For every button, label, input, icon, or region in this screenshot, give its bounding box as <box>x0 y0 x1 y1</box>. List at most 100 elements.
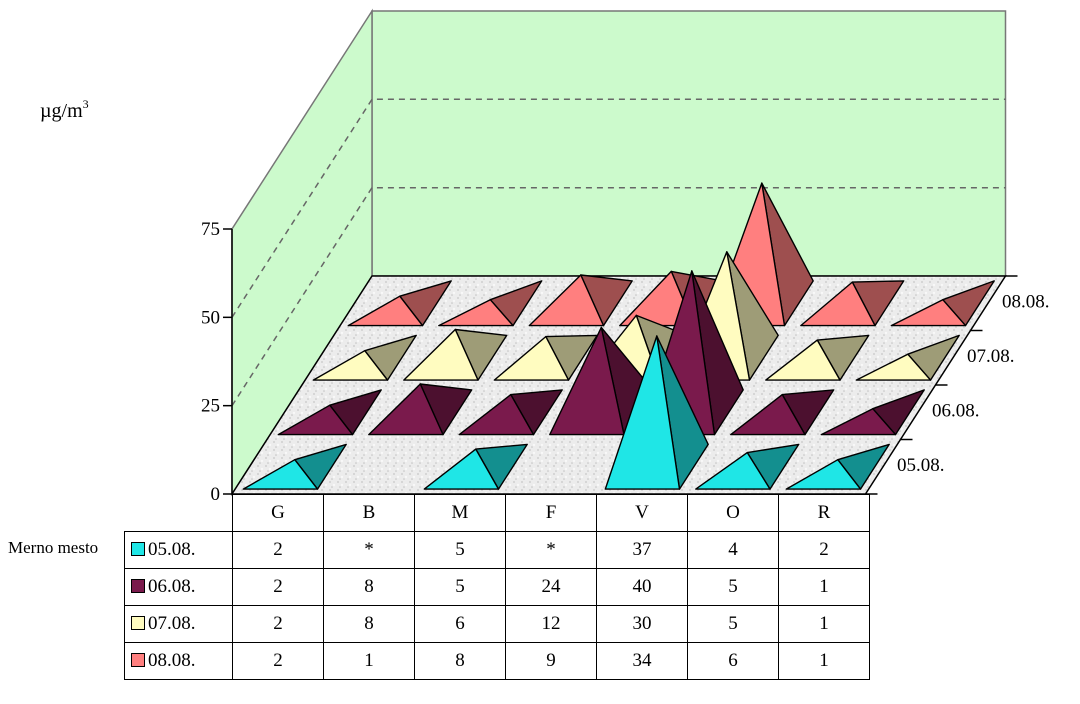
pyramid-05.08.-O <box>695 443 800 490</box>
table-cell: 8 <box>414 642 506 680</box>
table-side-label: Merno mesto <box>8 538 99 557</box>
pyramid-05.08.-M <box>423 443 528 490</box>
table-cell: 12 <box>505 605 597 643</box>
pyramid-front-face <box>312 350 389 381</box>
pyramid-05.08.-R <box>785 443 890 490</box>
depth-axis-labels: 05.08. 06.08. 07.08. 08.08. <box>865 275 1050 495</box>
table-header-cell: M <box>414 494 506 532</box>
table-corner <box>125 495 233 532</box>
pyramid-front-face <box>765 339 841 381</box>
table-cell: 30 <box>596 605 688 643</box>
pyramid-front-face <box>730 393 806 436</box>
pyramid-07.08.-O <box>765 334 870 381</box>
table-cell: 5 <box>414 531 506 569</box>
pyramid-08.08.-B <box>438 280 543 327</box>
table-cell: 5 <box>687 568 779 606</box>
depth-label: 07.08. <box>967 346 1015 367</box>
table-row: 05.08. 2 * 5 * 37 4 2 <box>124 531 870 569</box>
pyramid-front-face <box>277 404 354 436</box>
pyramid-07.08.-G <box>312 334 417 381</box>
table-row: 07.08. 2 8 6 12 30 5 1 <box>124 605 870 643</box>
table-cell: 9 <box>505 642 597 680</box>
pyramid-07.08.-M <box>493 334 598 381</box>
table-cell: 4 <box>687 531 779 569</box>
legend-label: 06.08. <box>148 576 196 597</box>
pyramid-front-face <box>368 383 444 436</box>
pyramid-front-face <box>695 451 771 490</box>
legend-entry: 05.08. <box>124 531 233 569</box>
pyramid-front-face <box>423 448 500 490</box>
table-cell: 6 <box>687 642 779 680</box>
legend-label: 07.08. <box>148 613 196 634</box>
table-cell: 24 <box>505 568 597 606</box>
chart-marks <box>242 182 995 490</box>
legend-label: 08.08. <box>148 650 196 671</box>
pyramid-05.08.-V <box>604 335 709 490</box>
pyramid-08.08.-G <box>347 280 452 327</box>
pyramid-front-face <box>458 393 535 436</box>
y-axis: 0 25 50 75 <box>201 219 233 505</box>
pyramid-front-face <box>403 328 479 381</box>
table-cell: 8 <box>323 568 415 606</box>
pyramid-05.08.-G <box>242 443 347 490</box>
pyramid-front-face <box>890 299 967 327</box>
pyramid-front-face <box>438 299 514 327</box>
table-header-cell: V <box>596 494 688 532</box>
pyramid-front-face <box>800 281 876 327</box>
table-cell: 6 <box>414 605 506 643</box>
table-cell: 1 <box>323 642 415 680</box>
pyramid-06.08.-M <box>458 389 563 436</box>
table-header-cell: R <box>778 494 870 532</box>
table-row: 08.08. 2 1 8 9 34 6 1 <box>124 642 870 680</box>
legend-entry: 08.08. <box>124 642 233 680</box>
y-tick-label: 50 <box>201 307 220 328</box>
y-tick-label: 25 <box>201 396 220 417</box>
y-axis-label: µg/m3 <box>40 97 89 122</box>
pyramid-front-face <box>528 274 605 327</box>
table-cell: 2 <box>232 642 324 680</box>
legend-entry: 07.08. <box>124 605 233 643</box>
pyramid-08.08.-R <box>890 280 995 327</box>
table-cell: 2 <box>232 568 324 606</box>
pyramid-07.08.-B <box>403 328 508 381</box>
depth-label: 05.08. <box>897 455 945 476</box>
pyramid-front-face <box>242 459 319 490</box>
y-tick-label: 0 <box>211 484 221 505</box>
legend-swatch <box>131 579 145 593</box>
pyramid-06.08.-O <box>730 389 835 436</box>
pyramid-front-face <box>785 459 862 490</box>
pyramid-06.08.-B <box>368 383 473 436</box>
depth-label: 08.08. <box>1002 291 1050 312</box>
pyramid-front-face <box>347 295 424 327</box>
pyramid-front-face <box>493 335 570 381</box>
table-cell: 5 <box>414 568 506 606</box>
legend-entry: 06.08. <box>124 568 233 606</box>
table-header-cell: F <box>505 494 597 532</box>
legend-label: 05.08. <box>148 539 196 560</box>
table-header-cell: B <box>323 494 415 532</box>
pyramid-06.08.-G <box>277 389 382 436</box>
back-wall <box>371 10 1007 277</box>
table-row: 06.08. 2 8 5 24 40 5 1 <box>124 568 870 606</box>
pyramid-front-face <box>604 335 681 490</box>
table-header-cell: G <box>232 494 324 532</box>
pyramid-front-face <box>855 353 932 381</box>
table-cell: 1 <box>778 642 870 680</box>
pyramid-front-face <box>549 326 625 436</box>
table-cell: 2 <box>232 605 324 643</box>
pyramid-08.08.-M <box>528 274 633 327</box>
table-cell: 1 <box>778 605 870 643</box>
pyramid-07.08.-R <box>855 334 960 381</box>
table-cell: 2 <box>232 531 324 569</box>
table-cell: * <box>505 531 597 569</box>
pyramid-06.08.-R <box>820 389 925 436</box>
legend-swatch <box>131 542 145 556</box>
y-tick-label: 75 <box>201 219 220 240</box>
legend-swatch <box>131 616 145 630</box>
table-cell: 5 <box>687 605 779 643</box>
table-cell: * <box>323 531 415 569</box>
table-cell: 37 <box>596 531 688 569</box>
